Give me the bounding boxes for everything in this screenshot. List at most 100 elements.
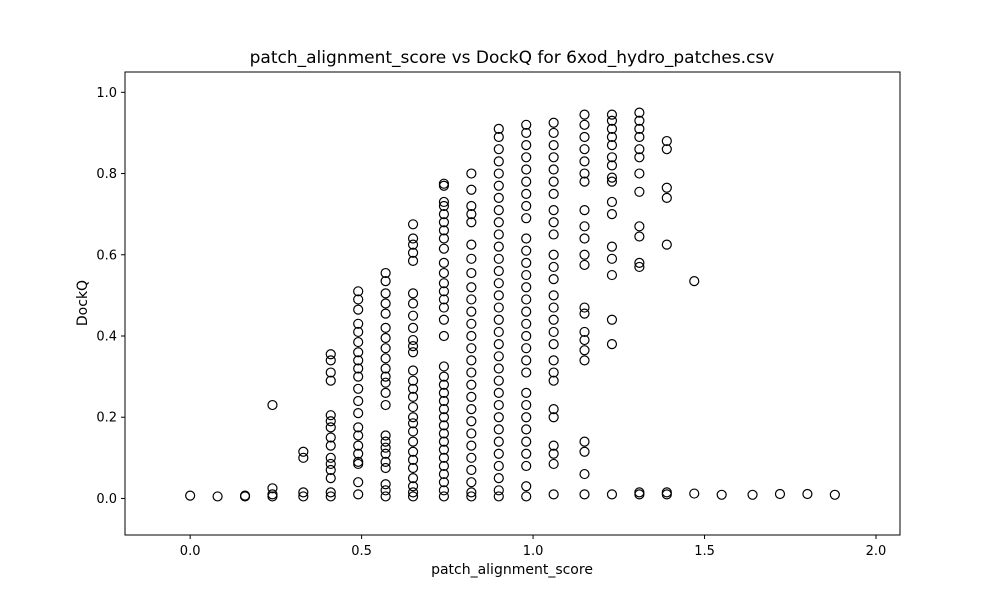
data-point [493,192,504,203]
data-point [380,479,391,490]
data-point [407,375,419,386]
data-point [380,485,391,496]
data-point [548,489,559,500]
data-point [466,428,477,439]
data-point [325,432,336,443]
data-point [493,123,504,134]
y-tick-label: 0.6 [96,248,117,263]
data-point [634,489,645,500]
data-point [267,399,278,411]
data-point [579,168,590,179]
data-point [267,491,278,502]
data-point [407,436,419,447]
data-point [521,318,532,329]
data-point [438,412,450,423]
data-point [634,221,645,232]
data-point [747,489,758,500]
data-point [493,448,504,459]
data-point [239,490,251,501]
data-point [407,334,419,346]
data-point [325,416,336,427]
data-point [407,487,419,498]
data-point [548,302,559,313]
data-point [634,115,645,126]
data-point [380,462,391,474]
data-point [493,180,504,191]
data-point [407,426,419,437]
data-point [521,355,532,366]
data-point [548,412,559,423]
data-point [438,180,450,191]
data-point [267,483,278,494]
data-point [521,343,532,354]
data-point [579,119,590,130]
data-point [407,418,419,429]
data-point [298,446,309,457]
data-point [438,436,450,447]
data-point [521,424,532,435]
data-point [407,341,419,352]
data-point [438,233,450,244]
data-point [548,217,559,228]
data-point [606,152,618,163]
data-point [548,140,559,151]
data-point [438,294,450,305]
data-point [521,140,532,151]
data-point [438,217,450,228]
data-point [353,304,364,315]
data-point [353,347,364,358]
data-point [521,412,532,423]
data-point [438,314,450,325]
data-point [407,239,419,250]
data-point [466,282,477,293]
data-point [606,196,618,208]
data-point [407,454,419,465]
data-point [438,468,450,480]
data-point [606,209,618,220]
data-point [493,473,504,484]
data-point [380,456,391,467]
data-point [466,217,477,228]
data-point [548,117,559,128]
data-point [353,430,364,441]
data-point [661,489,672,500]
data-point [634,131,645,143]
data-point [548,367,559,378]
data-point [521,176,532,187]
data-point [407,298,419,309]
data-point [353,489,364,500]
data-point [606,109,618,120]
x-tick-label: 1.5 [694,544,715,559]
data-point [548,326,559,338]
data-point [438,404,450,415]
data-point [380,430,391,441]
data-point [407,365,419,376]
data-point [548,204,559,216]
data-point [407,247,419,258]
data-point [438,196,450,208]
data-point [521,436,532,447]
data-point [661,135,672,147]
y-tick-label: 0.4 [96,329,117,344]
data-point [438,209,450,220]
data-point [212,491,223,502]
data-point [548,458,559,470]
data-point [493,375,504,386]
data-point [438,286,450,297]
data-point [380,363,391,374]
data-point [493,314,504,325]
data-point [548,188,559,199]
data-point [493,339,504,350]
data-point [493,326,504,338]
data-point [438,491,450,502]
data-point [493,491,504,502]
data-point [493,485,504,496]
data-point [325,487,336,498]
data-point [380,288,391,299]
y-tick-label: 0.0 [96,492,117,507]
data-point [466,239,477,250]
data-point [353,383,364,394]
data-point [579,355,590,366]
data-point [548,404,559,415]
data-point [493,217,504,228]
